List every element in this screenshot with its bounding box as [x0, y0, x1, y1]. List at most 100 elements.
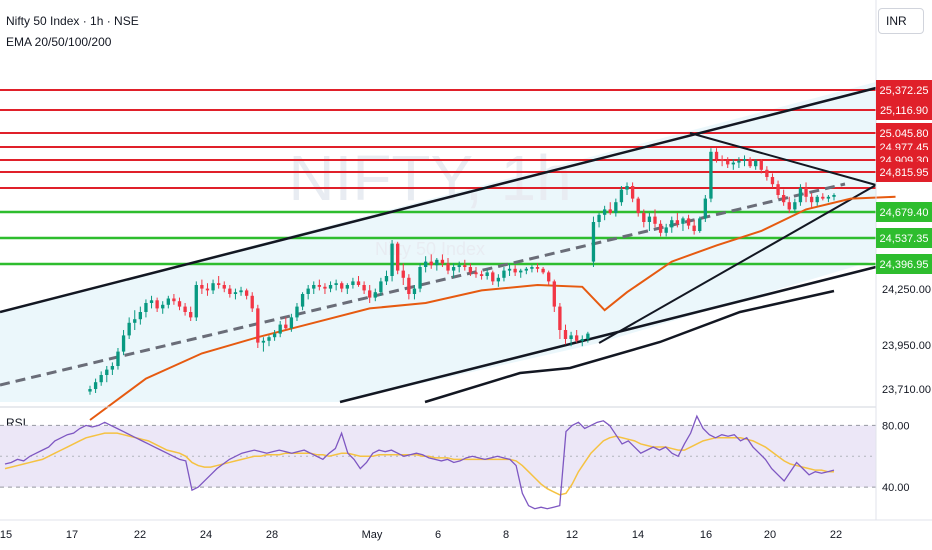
candle-body	[340, 283, 344, 289]
candle-body	[586, 333, 590, 339]
candle-body	[233, 292, 238, 294]
time-axis-label: 14	[632, 529, 644, 541]
candle-body	[625, 186, 629, 190]
candle-body	[133, 319, 137, 323]
candle-body	[239, 290, 243, 293]
ema-series-line	[89, 195, 896, 421]
candle-body	[105, 369, 109, 375]
time-axis-label: 15	[0, 529, 12, 541]
candle-body	[552, 281, 556, 307]
candle-body	[524, 268, 528, 271]
candle-body	[368, 290, 372, 298]
candle-body	[664, 227, 668, 233]
candle-body	[418, 267, 422, 289]
candle-body	[306, 288, 310, 294]
triangle-upper-line	[689, 132, 877, 186]
candle-body	[373, 292, 377, 298]
candle-body	[423, 261, 428, 267]
support-label-box	[876, 228, 932, 248]
candle-body	[88, 389, 92, 392]
candle-body	[205, 288, 210, 291]
resistance-label-box	[876, 80, 932, 100]
candle-body	[670, 220, 674, 228]
price-axis-label: 23,710.00	[882, 384, 931, 396]
candle-body	[429, 261, 433, 266]
candle-body	[216, 283, 221, 285]
candle-body	[412, 288, 417, 294]
candle-body	[99, 375, 103, 383]
candle-body	[362, 285, 366, 291]
candle-body	[194, 285, 198, 318]
candle-body	[261, 340, 266, 343]
candle-body	[491, 272, 495, 282]
candle-body	[575, 335, 579, 341]
candle-body	[765, 169, 769, 177]
time-axis-label: 6	[435, 529, 441, 541]
time-axis-label: 22	[134, 529, 146, 541]
time-axis-label: 24	[200, 529, 212, 541]
rsi-axis-label: 40.00	[882, 482, 910, 494]
candle-body	[675, 220, 680, 224]
candle-body	[144, 303, 148, 312]
candle-body	[334, 283, 338, 285]
symbol-title[interactable]: Nifty 50 Index · 1h · NSE	[6, 14, 139, 28]
indicator-legend[interactable]: EMA 20/50/100/200	[6, 35, 112, 49]
candle-body	[507, 268, 512, 271]
candle-body	[323, 286, 327, 289]
candle-body	[149, 300, 154, 303]
candle-body	[228, 288, 232, 294]
candle-body	[798, 187, 803, 203]
candle-body	[781, 195, 786, 203]
candle-body	[116, 351, 120, 366]
price-axis-label: 24,250.00	[882, 284, 931, 296]
candle-body	[519, 270, 523, 273]
candle-body	[815, 196, 819, 203]
candle-body	[485, 272, 489, 276]
support-label-box	[876, 202, 932, 222]
candle-body	[776, 184, 780, 195]
candle-body	[384, 276, 389, 282]
candle-body	[681, 218, 685, 224]
candle-body	[731, 162, 735, 165]
candle-body	[155, 300, 159, 309]
candle-body	[468, 267, 473, 273]
time-axis-label: May	[362, 529, 383, 541]
candle-body	[547, 272, 551, 282]
candle-body	[211, 283, 215, 291]
candle-body	[250, 295, 254, 309]
candle-body	[720, 159, 724, 161]
channel-lower-line	[339, 265, 877, 404]
candle-body	[558, 306, 562, 330]
resistance-label-text: 24,815.95	[880, 167, 929, 179]
ema-200-line	[424, 289, 835, 404]
time-axis-label: 22	[830, 529, 842, 541]
candle-body	[636, 198, 640, 213]
candle-body	[653, 216, 657, 224]
candle-body	[317, 285, 322, 287]
candle-body	[278, 324, 282, 334]
candle-body	[390, 243, 394, 276]
candle-body	[172, 298, 176, 302]
candle-body	[127, 322, 131, 336]
candle-body	[93, 382, 98, 390]
resistance-label-box	[876, 100, 932, 120]
candle-body	[295, 306, 299, 318]
candle-body	[110, 366, 115, 370]
candle-body	[407, 277, 411, 294]
triangle-lower-line	[598, 184, 877, 344]
candle-body	[451, 267, 456, 271]
candle-body	[328, 285, 333, 289]
currency-button[interactable]: INR	[878, 8, 924, 34]
resistance-label-box	[876, 162, 932, 182]
time-axis-label: 12	[566, 529, 578, 541]
candle-body	[759, 160, 763, 170]
ema-line	[89, 195, 896, 421]
candle-body	[121, 335, 126, 352]
channel-upper-line	[0, 86, 877, 314]
candle-body	[502, 270, 506, 278]
rsi-pane: 80.00 40.00	[0, 406, 910, 510]
candle-body	[189, 312, 193, 318]
candle-body	[312, 285, 316, 289]
resistance-label-text: 25,372.25	[880, 85, 929, 97]
